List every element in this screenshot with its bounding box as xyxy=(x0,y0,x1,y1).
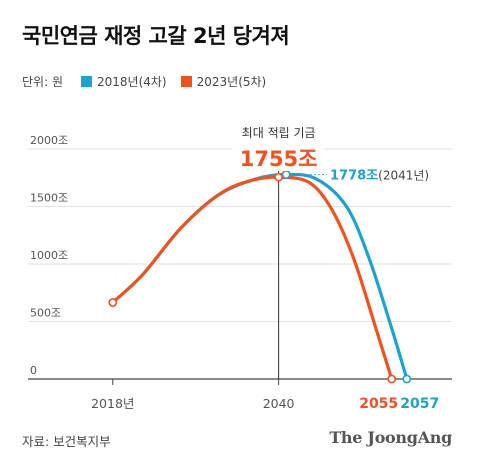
x-tick-label: 2018년 xyxy=(91,396,134,411)
peak-value-2023: 1755조 xyxy=(240,147,318,171)
peak-value-2018: 1778조(2041년) xyxy=(330,169,429,184)
annotations: 최대 적립 기금 1755조 1778조(2041년) 2055 2057 xyxy=(232,126,439,412)
legend-label-2018: 2018년(4차) xyxy=(96,75,167,89)
peak-marker-2023 xyxy=(274,172,284,182)
y-tick-label: 1500조 xyxy=(30,192,68,205)
legend-item-2018: 2018년(4차) xyxy=(80,73,167,90)
chart-title: 국민연금 재정 고갈 2년 당겨져 xyxy=(22,24,290,48)
depletion-year-2023: 2055 xyxy=(359,396,398,412)
start-point-marker xyxy=(108,298,118,307)
legend-label-2023: 2023년(5차) xyxy=(196,75,267,89)
legend: 단위: 원 2018년(4차) 2023년(5차) xyxy=(22,73,280,90)
y-tick-label: 0 xyxy=(30,364,37,377)
y-axis-ticks: 0 500조 1000조 1500조 2000조 xyxy=(30,134,68,377)
legend-swatch-2018 xyxy=(80,76,92,87)
depletion-marker-2018 xyxy=(402,374,412,384)
y-tick-label: 1000조 xyxy=(30,249,68,262)
series-line-2023 xyxy=(111,175,394,381)
source-note: 자료: 보건복지부 xyxy=(22,434,111,449)
x-axis-ticks: 2018년 2040 xyxy=(91,162,295,411)
series-line-2018 xyxy=(111,172,409,381)
x-tick-label: 2040 xyxy=(263,396,295,411)
depletion-year-2018: 2057 xyxy=(400,396,439,412)
series-lines xyxy=(108,170,412,384)
peak-marker-2018 xyxy=(281,170,291,179)
brand-logo: The JoongAng xyxy=(329,428,452,447)
depletion-marker-2023 xyxy=(387,374,397,384)
peak-value-backdrop xyxy=(232,145,325,171)
y-tick-label: 500조 xyxy=(30,307,61,320)
peak-caption: 최대 적립 기금 xyxy=(242,126,316,140)
legend-swatch-2023 xyxy=(180,76,192,87)
unit-label: 단위: 원 xyxy=(22,75,63,89)
legend-item-2023: 2023년(5차) xyxy=(180,73,267,90)
y-tick-label: 2000조 xyxy=(30,134,68,147)
